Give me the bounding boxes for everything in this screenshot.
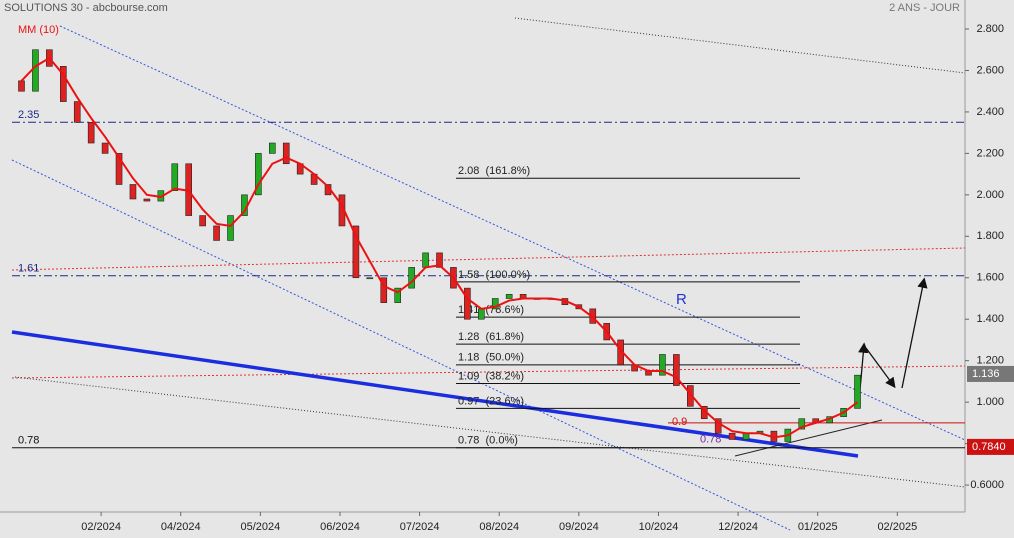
candle [673,354,680,386]
x-tick-label: 02/2025 [877,521,917,533]
candle [505,294,513,299]
purple-level-label: 0.78 [700,434,721,446]
candle [199,215,206,227]
candle [101,142,109,154]
ma-line [20,56,859,439]
channel-lower [11,159,791,531]
candle [394,287,402,303]
x-tick-label: 02/2024 [81,521,121,533]
y-tick-label: 2.800 [976,23,1004,35]
channel-upper [59,25,966,441]
x-tick-label: 10/2024 [639,521,679,533]
candle [728,432,736,440]
arrow [901,277,928,389]
y-tick-label: 1.000 [976,396,1004,408]
candle [171,163,179,192]
level-label: 2.35 [18,109,39,121]
candle [59,66,67,102]
candle [422,252,429,268]
candle [798,418,806,430]
candle [32,49,39,92]
candle [408,267,415,289]
candle [714,418,722,434]
x-tick-label: 07/2024 [400,521,440,533]
y-tick-label: 2.200 [976,147,1004,159]
y-tick-label: 1.200 [976,355,1004,367]
candle [380,277,388,303]
candle [129,184,137,200]
candle [491,298,499,310]
ref-price-box [967,438,1014,455]
red-trend-lower [11,365,966,379]
fib-label: 1.58 (100.0%) [458,269,530,281]
candle [464,287,471,320]
fib-label: 1.09 (38.2%) [458,370,524,382]
candle [115,153,123,185]
y-tick-label: 1.600 [976,272,1004,284]
candle [255,153,262,196]
candle [143,198,151,202]
x-tick-label: 09/2024 [559,521,599,533]
x-tick-label: 04/2024 [161,521,201,533]
candle [227,215,234,241]
chart-title: SOLUTIONS 30 - abcbourse.com [4,2,168,14]
fib-label: 0.78 (0.0%) [458,435,518,447]
candle [366,277,374,280]
support-line [734,419,883,457]
last-price-box [967,365,1014,382]
fib-label: 2.08 (161.8%) [458,165,530,177]
x-tick-label: 01/2025 [798,521,838,533]
thick-trend [11,330,859,458]
x-tick-label: 06/2024 [320,521,360,533]
fib-label: 1.41 (78.6%) [458,304,524,316]
candle [854,374,861,409]
candle [352,225,360,279]
chart-subtitle: 2 ANS - JOUR [889,2,960,14]
level-label: 0.78 [18,435,39,447]
x-tick-label: 08/2024 [479,521,519,533]
candle [436,252,443,268]
fib-label: 1.18 (50.0%) [458,352,524,364]
y-tick-label: 2.600 [976,64,1004,76]
arrow [865,347,896,389]
candle [87,121,95,144]
black-trend-top [514,17,966,74]
legend-entry: MM (10) [18,24,59,36]
y-tick-label: 0.6000 [970,479,1004,491]
red-level-label: 0.9 [672,416,687,428]
candle [73,101,81,123]
trend-lines [11,17,966,531]
level-label: 1.61 [18,263,39,275]
candle [213,225,220,241]
y-tick-label: 2.400 [976,106,1004,118]
last-price-label: 1.136 [972,368,1000,380]
candle [478,308,485,320]
fib-label: 0.97 (23.6%) [458,395,524,407]
red-trend-upper [11,247,966,271]
y-tick-label: 1.400 [976,313,1004,325]
plot: 2.800 2.600 2.400 2.200 2.000 1.800 1.600 1.400… [12,23,1014,533]
y-tick-label: 1.800 [976,230,1004,242]
ref-price-label: 0.7840 [972,441,1006,453]
candle [18,80,25,92]
fib-label: 1.28 (61.8%) [458,331,524,343]
y-tick-label: 2.000 [976,189,1004,201]
x-tick-label: 12/2024 [718,521,758,533]
black-trend-lower [14,376,966,488]
candle [269,142,276,154]
candle [282,142,290,165]
candle [659,354,666,376]
annotation: R [676,291,687,308]
x-tick-label: 05/2024 [240,521,280,533]
